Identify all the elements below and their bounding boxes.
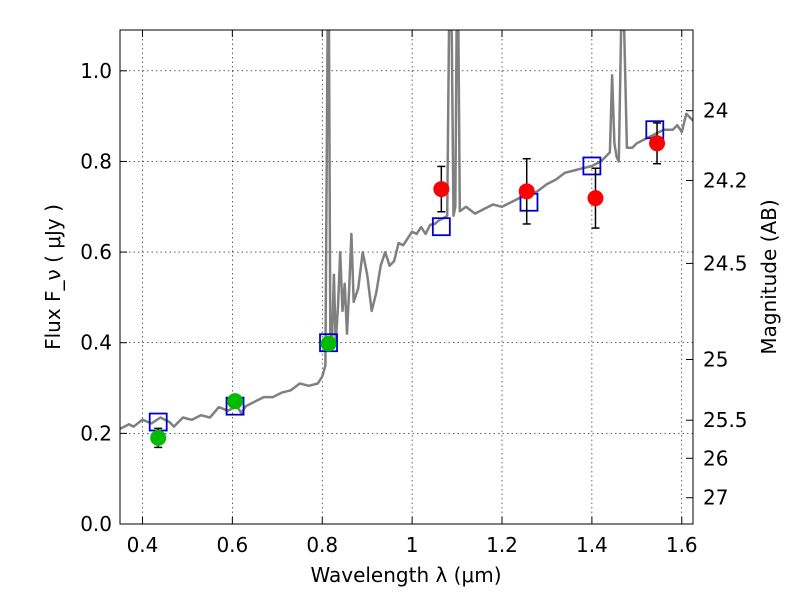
right-tick-label: 24.2	[703, 168, 748, 192]
red-point	[587, 190, 604, 207]
x-tick-label: 0.6	[216, 533, 248, 557]
right-tick-label: 25	[703, 347, 728, 371]
right-tick-label: 27	[703, 486, 728, 510]
y-tick-label: 1.0	[80, 59, 112, 83]
red-point	[518, 183, 535, 200]
x-tick-label: 0.4	[127, 533, 159, 557]
model-spectrum-line	[120, 30, 693, 430]
x-tick-label: 1.4	[576, 533, 608, 557]
y-tick-label: 0.0	[80, 512, 112, 536]
model-photometry-square	[582, 156, 602, 176]
right-axis-title: Magnitude (AB)	[757, 199, 781, 354]
green-point	[320, 335, 337, 352]
y-tick-label: 0.4	[80, 331, 112, 355]
y-axis-title: Flux F_ν ( μJy )	[41, 204, 65, 350]
right-tick-label: 26	[703, 446, 728, 470]
right-tick-label: 25.5	[703, 408, 748, 432]
red-point	[433, 181, 450, 198]
right-tick-label: 24	[703, 99, 728, 123]
x-tick-label: 1.2	[486, 533, 518, 557]
x-tick-label: 1	[406, 533, 419, 557]
model-photometry-square	[431, 217, 451, 237]
x-tick-label: 1.6	[666, 533, 698, 557]
grid-lines	[120, 30, 693, 525]
right-tick-label: 24.5	[703, 251, 748, 275]
red-point	[649, 135, 666, 152]
plot-area	[120, 30, 693, 449]
plot-frame	[119, 29, 694, 525]
y-tick-label: 0.6	[80, 240, 112, 264]
y-tick-label: 0.8	[80, 149, 112, 173]
green-point	[150, 429, 167, 446]
axes: 0.4 0.6 0.8 1 1.2 1.4 1.6 0.0 0.2 0.4 0.6 0.8 1.0 24 2…	[80, 30, 748, 557]
y-tick-label: 0.2	[80, 421, 112, 445]
x-tick-label: 0.8	[306, 533, 338, 557]
green-point	[227, 393, 244, 410]
x-axis-title: Wavelength λ (μm)	[310, 563, 501, 587]
